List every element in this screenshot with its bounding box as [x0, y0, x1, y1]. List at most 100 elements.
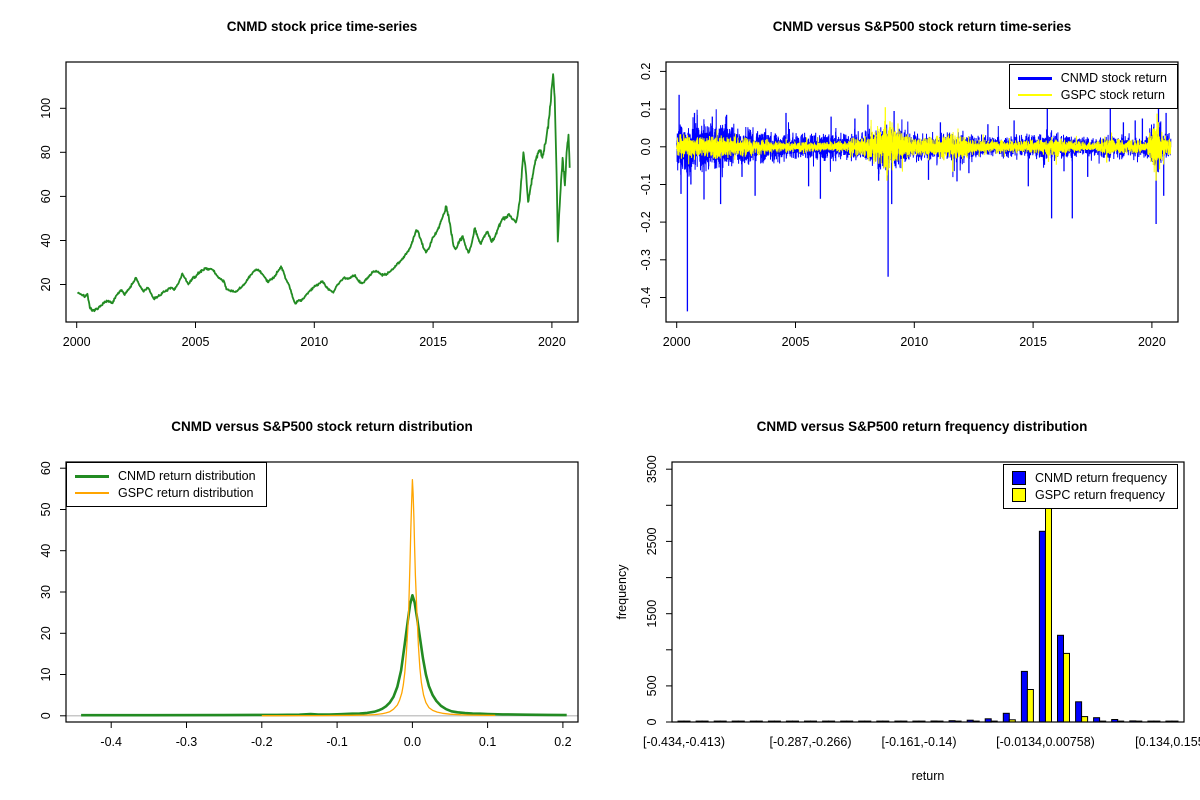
- y-tick-label: 20: [39, 278, 53, 292]
- gspc-freq-bar: [1063, 652, 1070, 723]
- returns-legend: CNMD stock return GSPC stock return: [1008, 64, 1178, 109]
- y-tick-label: 0: [645, 718, 659, 725]
- gspc-freq-bar: [1045, 500, 1052, 723]
- y-tick-label: 50: [39, 503, 53, 517]
- y-tick-label: 2500: [645, 527, 659, 555]
- plot-box: [671, 461, 1185, 723]
- cnmd-freq-bar: [1057, 634, 1064, 723]
- cnmd-freq-bar: [1038, 530, 1046, 723]
- legend-label: CNMD stock return: [1060, 71, 1167, 85]
- cnmd-freq-bar: [1093, 717, 1101, 723]
- cnmd-freq-bar: [1002, 712, 1010, 723]
- x-tick-label: -0.4: [100, 735, 122, 749]
- x-tick-label: 0.2: [554, 735, 571, 749]
- legend-line-swatch-icon: [75, 474, 109, 478]
- y-tick-label: 500: [645, 675, 659, 696]
- legend-label: CNMD return frequency: [1035, 471, 1167, 485]
- x-bin-label: [-0.0134,0.00758): [996, 735, 1095, 749]
- y-tick-label: 0.0: [639, 138, 653, 155]
- x-bin-label: [-0.434,-0.413): [643, 735, 725, 749]
- legend-line-swatch-icon: [1017, 94, 1052, 96]
- cnmd-freq-bar: [1020, 670, 1028, 723]
- legend-row: CNMD stock return: [1017, 71, 1167, 85]
- x-axis-title: return: [912, 769, 945, 783]
- price-line: [76, 73, 571, 313]
- x-tick-label: 2005: [782, 335, 810, 349]
- legend-line-swatch-icon: [1017, 76, 1052, 80]
- x-tick-label: 0.0: [404, 735, 421, 749]
- x-tick-label: 2005: [182, 335, 210, 349]
- legend-label: CNMD return distribution: [118, 469, 256, 483]
- plot-box: [65, 461, 579, 723]
- y-tick-label: 0: [39, 712, 53, 719]
- x-tick-label: 2015: [419, 335, 447, 349]
- plot-box: [665, 61, 1179, 323]
- x-bin-label: [-0.287,-0.266): [770, 735, 852, 749]
- legend-row: CNMD return distribution: [75, 469, 256, 483]
- y-axis-title: frequency: [615, 564, 629, 620]
- gspc-freq-bar: [1081, 716, 1089, 723]
- panel-return-frequency: CNMD versus S&P500 return frequency dist…: [600, 400, 1200, 800]
- legend-label: GSPC return frequency: [1035, 488, 1165, 502]
- legend-row: GSPC return frequency: [1012, 488, 1167, 502]
- legend-square-swatch-icon: [1012, 471, 1026, 485]
- x-tick-label: -0.2: [251, 735, 273, 749]
- legend-square-swatch-icon: [1012, 488, 1026, 502]
- returns-chart: 2000 2005 2010 2015 2020 0.2 0.1 0.0 -0.1 -0.2 -0.…: [639, 61, 1179, 349]
- y-tick-label: 80: [39, 145, 53, 159]
- y-tick-label: 3500: [645, 455, 659, 483]
- y-tick-label: -0.2: [639, 211, 653, 233]
- distribution-legend: CNMD return distribution GSPC return dist…: [66, 462, 267, 507]
- y-tick-label: -0.3: [639, 249, 653, 271]
- x-tick-label: 2015: [1019, 335, 1047, 349]
- y-tick-label: 100: [39, 98, 53, 119]
- x-tick-label: 0.1: [479, 735, 496, 749]
- y-tick-label: 30: [39, 585, 53, 599]
- gspc-return-series: [676, 119, 1172, 176]
- chart-title: CNMD versus S&P500 return frequency dist…: [756, 419, 1088, 434]
- x-tick-label: 2000: [63, 335, 91, 349]
- legend-label: GSPC return distribution: [118, 486, 254, 500]
- frequency-legend: CNMD return frequency GSPC return frequen…: [1003, 464, 1178, 509]
- legend-label: GSPC stock return: [1060, 88, 1165, 102]
- cnmd-freq-bar: [1075, 701, 1083, 723]
- x-bin-label: [0.134,0.155): [1135, 735, 1200, 749]
- chart-title: CNMD stock price time-series: [226, 19, 418, 34]
- x-tick-label: 2010: [900, 335, 928, 349]
- legend-line-swatch-icon: [75, 492, 109, 494]
- x-tick-label: 2000: [663, 335, 691, 349]
- x-tick-label: -0.1: [326, 735, 348, 749]
- x-tick-label: 2020: [1138, 335, 1166, 349]
- distribution-chart: -0.4 -0.3 -0.2 -0.1 0.0 0.1 0.2 0 10 20 30 40 50 60: [39, 461, 579, 749]
- y-tick-label: 0.2: [639, 63, 653, 80]
- x-tick-label: -0.3: [176, 735, 198, 749]
- y-tick-label: 20: [39, 626, 53, 640]
- x-tick-label: 2010: [300, 335, 328, 349]
- y-tick-label: 60: [39, 461, 53, 475]
- gspc-freq-bar: [1026, 689, 1034, 723]
- frequency-chart: 0 500 1500 2500 3500 [-0.434,-0.413) [-0.287,-…: [615, 455, 1200, 783]
- panel-return-distribution: CNMD versus S&P500 stock return distribu…: [0, 400, 600, 800]
- legend-row: GSPC stock return: [1017, 88, 1167, 102]
- y-tick-label: 1500: [645, 600, 659, 628]
- y-tick-label: -0.4: [639, 287, 653, 309]
- y-tick-label: 40: [39, 544, 53, 558]
- chart-title: CNMD versus S&P500 stock return time-ser…: [772, 19, 1072, 34]
- y-tick-label: 60: [39, 189, 53, 203]
- legend-row: GSPC return distribution: [75, 486, 256, 500]
- x-bin-label: [-0.161,-0.14): [881, 735, 956, 749]
- cnmd-density-curve: [81, 594, 567, 717]
- plot-box: [65, 61, 579, 323]
- x-tick-label: 2020: [538, 335, 566, 349]
- panel-return-timeseries: CNMD versus S&P500 stock return time-ser…: [600, 0, 1200, 400]
- y-tick-label: -0.1: [639, 174, 653, 196]
- y-tick-label: 10: [39, 668, 53, 682]
- legend-row: CNMD return frequency: [1012, 471, 1167, 485]
- gspc-density-curve: [261, 479, 496, 717]
- y-tick-label: 0.1: [639, 100, 653, 117]
- panel-price-timeseries: CNMD stock price time-series 2000 2005 201…: [0, 0, 600, 400]
- chart-title: CNMD versus S&P500 stock return distribu…: [171, 419, 473, 434]
- y-tick-label: 40: [39, 234, 53, 248]
